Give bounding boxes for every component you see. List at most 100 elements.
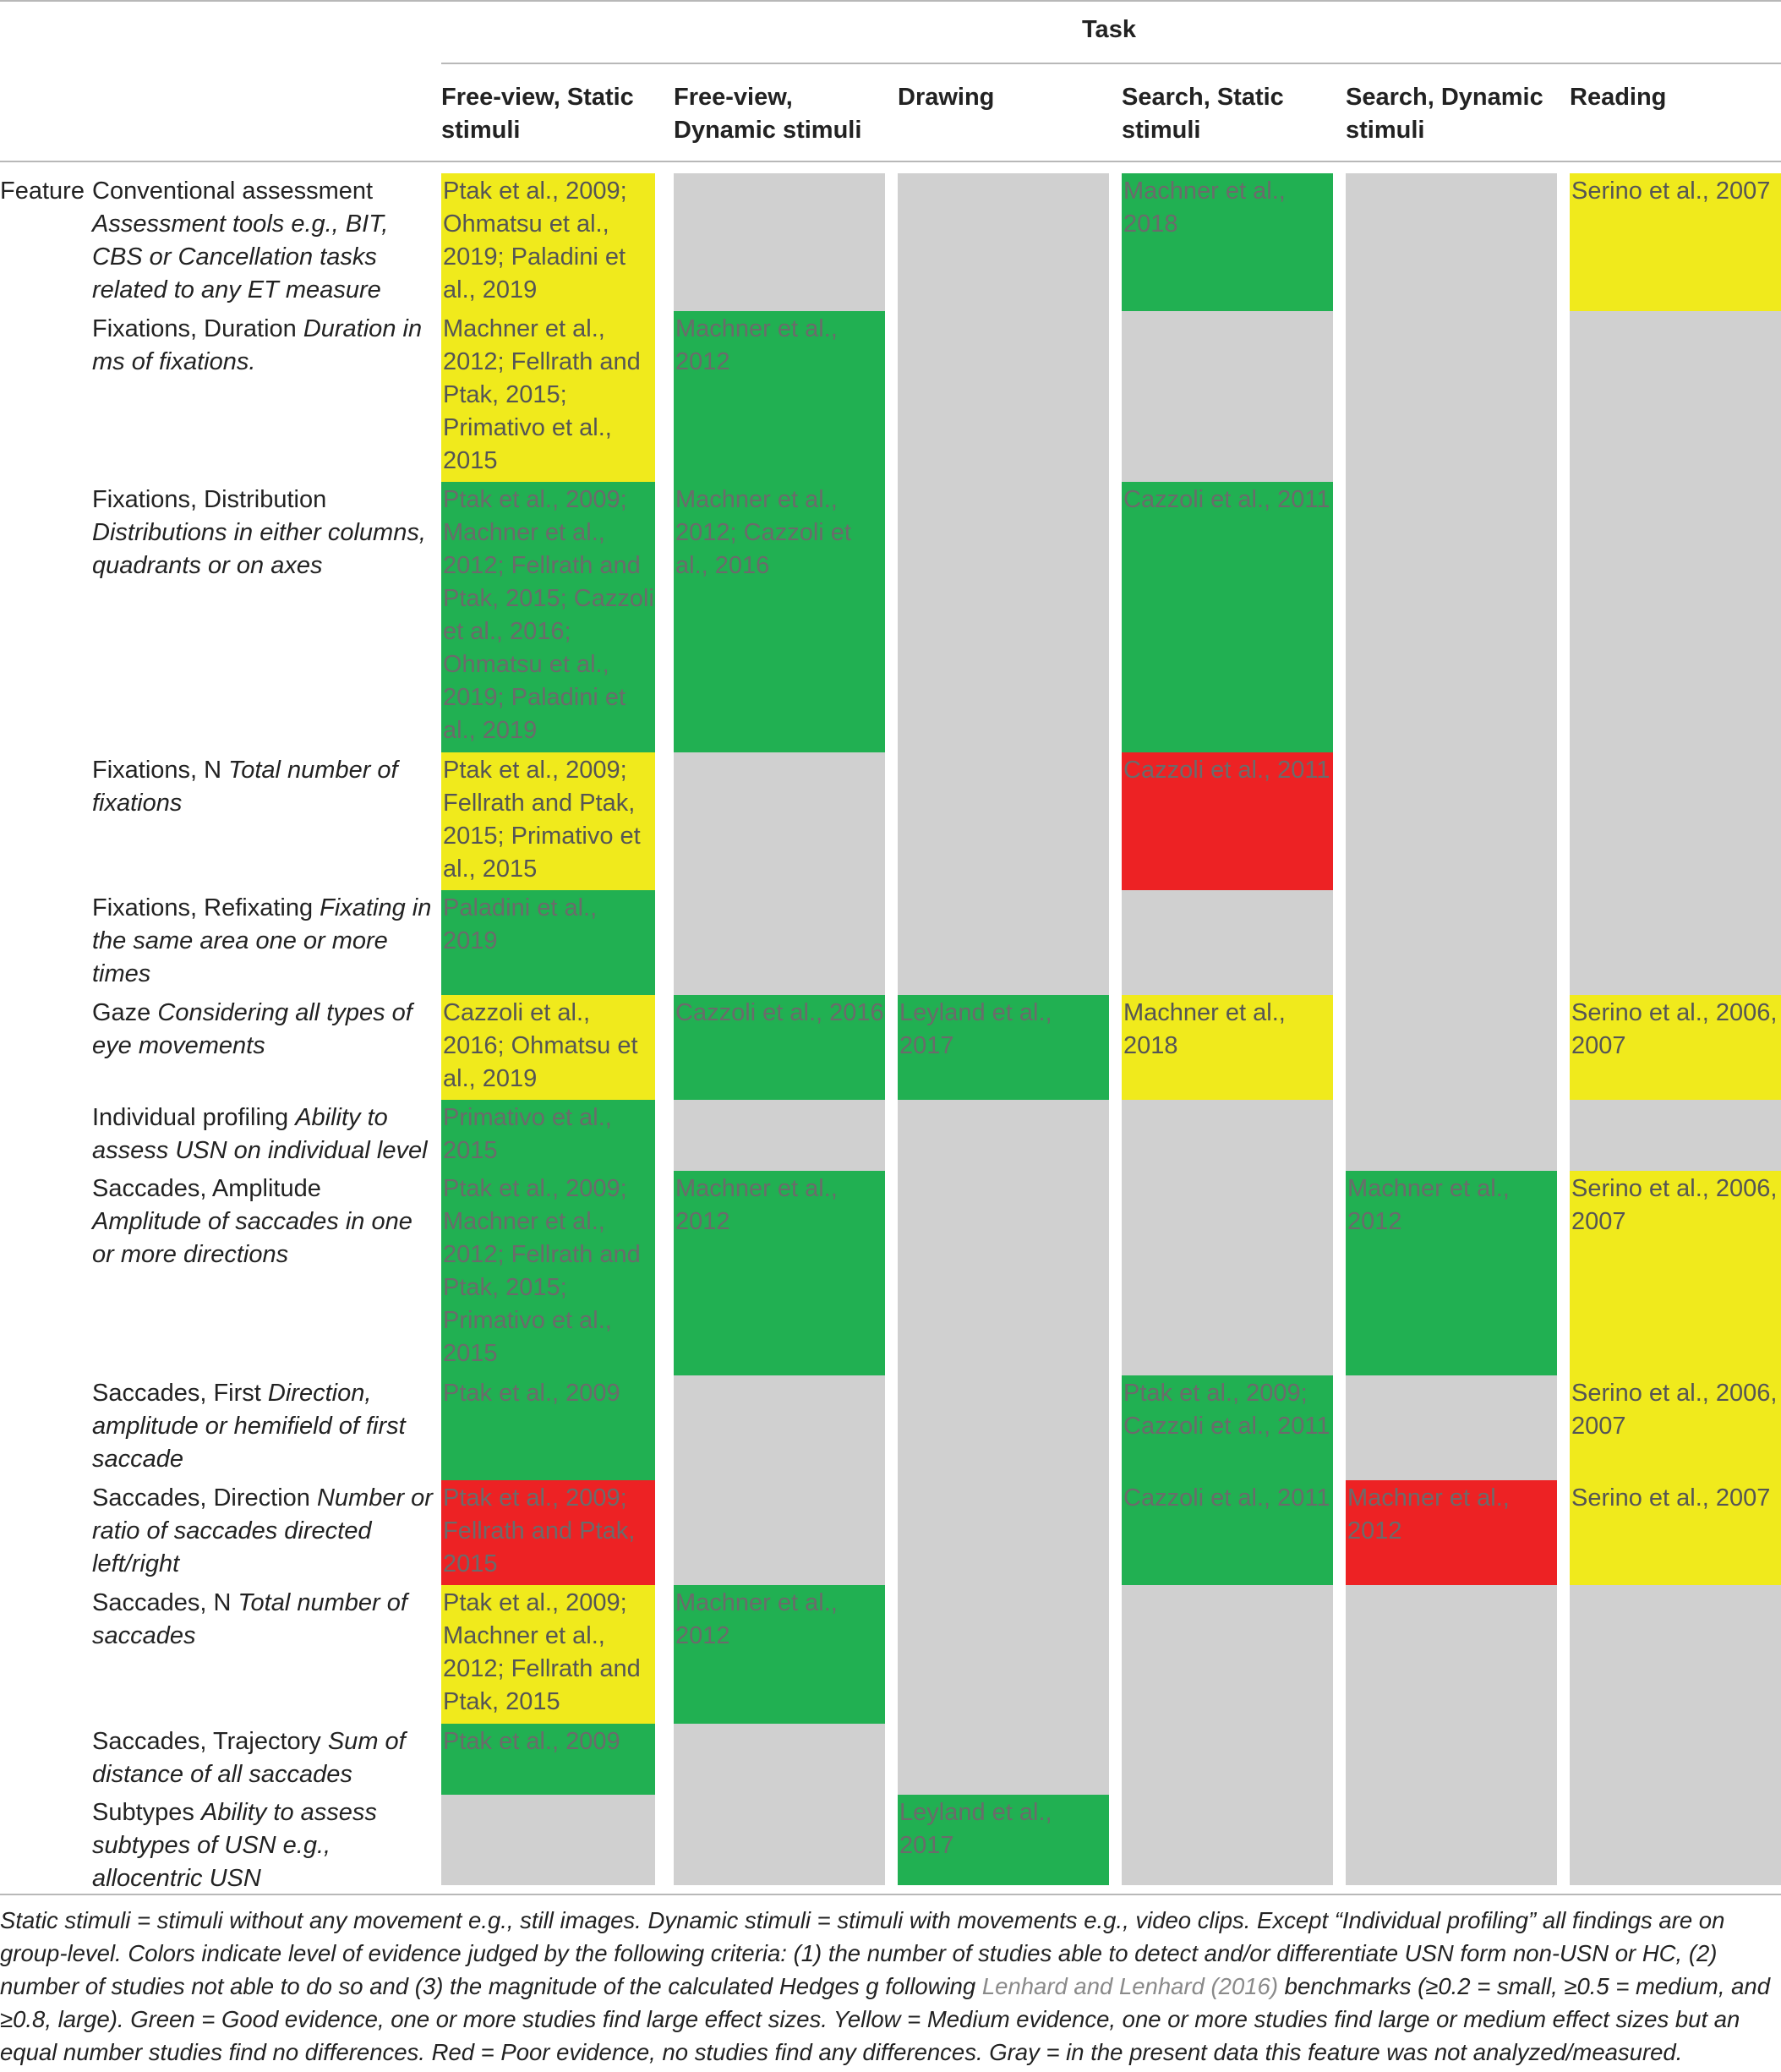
- evidence-cell-green: Paladini et al., 2019: [441, 890, 655, 995]
- evidence-cell-gray: [1346, 1585, 1557, 1885]
- evidence-cell-gray: [898, 1100, 1109, 1795]
- feature-name: Individual profiling: [92, 1104, 296, 1131]
- evidence-cell-yellow: Cazzoli et al., 2016; Ohmatsu et al., 20…: [441, 995, 655, 1100]
- evidence-cell-yellow: Serino et al., 2007: [1570, 1480, 1781, 1585]
- evidence-cell-gray: [1570, 1585, 1781, 1885]
- feature-description: Total number of saccades: [92, 1589, 407, 1649]
- feature-label: Feature: [0, 178, 85, 205]
- evidence-cell-green: Ptak et al., 2009; Cazzoli et al., 2011: [1122, 1375, 1333, 1480]
- top-rule: [0, 0, 1781, 2]
- feature-row-8: Saccades, Amplitude Amplitude of saccade…: [92, 1173, 434, 1271]
- feature-row-12: Saccades, Trajectory Sum of distance of …: [92, 1725, 434, 1791]
- feature-row-1: Conventional assessment Assessment tools…: [92, 175, 434, 307]
- feature-name: Subtypes: [92, 1799, 201, 1826]
- evidence-cell-red: Machner et al., 2012: [1346, 1480, 1557, 1585]
- feature-name: Gaze: [92, 999, 158, 1026]
- evidence-cell-yellow: Ptak et al., 2009; Machner et al., 2012;…: [441, 1585, 655, 1724]
- column-header-5: Search, Dynamic stimuli: [1346, 84, 1543, 144]
- evidence-cell-green: Machner et al., 2012; Cazzoli et al., 20…: [674, 482, 885, 752]
- feature-description: Duration in ms of fixations.: [92, 315, 423, 375]
- evidence-cell-green: Ptak et al., 2009: [441, 1375, 655, 1480]
- evidence-cell-gray: [1346, 1375, 1557, 1480]
- evidence-cell-green: Cazzoli et al., 2011: [1122, 482, 1333, 752]
- task-header: Task: [1082, 16, 1136, 43]
- evidence-cell-green: Ptak et al., 2009; Machner et al., 2012;…: [441, 1171, 655, 1375]
- footnote-text-1: Static stimuli = stimuli without any mov…: [0, 1907, 1725, 1999]
- evidence-cell-yellow: Machner et al., 2018: [1122, 995, 1333, 1100]
- evidence-cell-green: Ptak et al., 2009; Machner et al., 2012;…: [441, 482, 655, 752]
- feature-name: Saccades, Amplitude: [92, 1175, 321, 1202]
- feature-row-10: Saccades, Direction Number or ratio of s…: [92, 1482, 434, 1581]
- evidence-cell-gray: [898, 173, 1109, 995]
- footnote-reference-link[interactable]: Lenhard and Lenhard (2016): [981, 1973, 1279, 1999]
- feature-name: Saccades, Direction: [92, 1484, 317, 1512]
- feature-description: Assessment tools e.g., BIT, CBS or Cance…: [92, 210, 389, 303]
- evidence-cell-yellow: Ptak et al., 2009; Fellrath and Ptak, 20…: [441, 752, 655, 890]
- feature-description: Fixating in the same area one or more ti…: [92, 894, 432, 987]
- evidence-cell-gray: [1570, 311, 1781, 995]
- evidence-cell-yellow: Ptak et al., 2009; Ohmatsu et al., 2019;…: [441, 173, 655, 311]
- feature-row-7: Individual profiling Ability to assess U…: [92, 1102, 434, 1167]
- evidence-cell-gray: [1346, 173, 1557, 1171]
- header-rule: [0, 161, 1781, 162]
- feature-description: Number or ratio of saccades directed lef…: [92, 1484, 433, 1577]
- evidence-cell-red: Ptak et al., 2009; Fellrath and Ptak, 20…: [441, 1480, 655, 1585]
- feature-description: Sum of distance of all saccades: [92, 1728, 406, 1788]
- evidence-cell-yellow: Machner et al., 2012; Fellrath and Ptak,…: [441, 311, 655, 482]
- evidence-cell-red: Cazzoli et al., 2011: [1122, 752, 1333, 890]
- evidence-cell-gray: [674, 1724, 885, 1885]
- evidence-cell-yellow: Serino et al., 2006, 2007: [1570, 1375, 1781, 1480]
- feature-row-11: Saccades, N Total number of saccades: [92, 1587, 434, 1653]
- feature-description: Ability to assess USN on individual leve…: [92, 1104, 428, 1164]
- evidence-cell-gray: [1122, 1585, 1333, 1885]
- feature-description: Considering all types of eye movements: [92, 999, 412, 1059]
- feature-row-9: Saccades, First Direction, amplitude or …: [92, 1377, 434, 1476]
- feature-name: Saccades, N: [92, 1589, 238, 1616]
- evidence-cell-gray: [441, 1795, 655, 1885]
- feature-row-6: Gaze Considering all types of eye moveme…: [92, 997, 434, 1063]
- feature-name: Conventional assessment: [92, 178, 374, 205]
- evidence-cell-green: Leyland et al., 2017: [898, 1795, 1109, 1885]
- feature-row-2: Fixations, Duration Duration in ms of fi…: [92, 313, 434, 379]
- evidence-cell-green: Machner et al., 2012: [674, 1585, 885, 1724]
- evidence-cell-gray: [1570, 1100, 1781, 1171]
- evidence-cell-gray: [1122, 890, 1333, 995]
- evidence-cell-yellow: Serino et al., 2006, 2007: [1570, 1171, 1781, 1375]
- footnote-text-2: benchmarks (≥0.2 = small, ≥0.5 = medium,…: [0, 1973, 1770, 2065]
- evidence-cell-yellow: Serino et al., 2006, 2007: [1570, 995, 1781, 1100]
- evidence-cell-gray: [674, 1375, 885, 1585]
- bottom-rule: [0, 1894, 1781, 1895]
- evidence-cell-green: Ptak et al., 2009: [441, 1724, 655, 1795]
- feature-name: Saccades, Trajectory: [92, 1728, 328, 1755]
- feature-row-13: Subtypes Ability to assess subtypes of U…: [92, 1796, 434, 1895]
- feature-name: Fixations, N: [92, 757, 229, 784]
- feature-description: Amplitude of saccades in one or more dir…: [92, 1208, 412, 1268]
- column-header-2: Free-view, Dynamic stimuli: [674, 84, 862, 144]
- feature-description: Ability to assess subtypes of USN e.g., …: [92, 1799, 377, 1892]
- evidence-cell-gray: [674, 752, 885, 995]
- column-header-1: Free-view, Static stimuli: [441, 84, 634, 144]
- evidence-cell-green: Machner et al., 2012: [1346, 1171, 1557, 1375]
- column-header-6: Reading: [1570, 84, 1667, 111]
- feature-description: Distributions in either columns, quadran…: [92, 519, 426, 579]
- feature-description: Direction, amplitude or hemifield of fir…: [92, 1380, 406, 1473]
- column-header-4: Search, Static stimuli: [1122, 84, 1284, 144]
- evidence-cell-green: Cazzoli et al., 2016: [674, 995, 885, 1100]
- evidence-cell-gray: [674, 173, 885, 311]
- footnote: Static stimuli = stimuli without any mov…: [0, 1904, 1781, 2069]
- feature-description: Total number of fixations: [92, 757, 398, 817]
- evidence-cell-gray: [674, 1100, 885, 1171]
- evidence-cell-gray: [1122, 1100, 1333, 1375]
- feature-name: Fixations, Duration: [92, 315, 303, 342]
- evidence-cell-green: Leyland et al., 2017: [898, 995, 1109, 1100]
- task-rule: [441, 63, 1781, 64]
- feature-name: Fixations, Distribution: [92, 486, 327, 513]
- column-header-3: Drawing: [898, 84, 995, 111]
- evidence-cell-yellow: Serino et al., 2007: [1570, 173, 1781, 311]
- feature-name: Saccades, First: [92, 1380, 268, 1407]
- evidence-cell-green: Machner et al., 2012: [674, 1171, 885, 1375]
- feature-row-3: Fixations, Distribution Distributions in…: [92, 484, 434, 582]
- evidence-cell-green: Primativo et al., 2015: [441, 1100, 655, 1171]
- feature-name: Fixations, Refixating: [92, 894, 320, 921]
